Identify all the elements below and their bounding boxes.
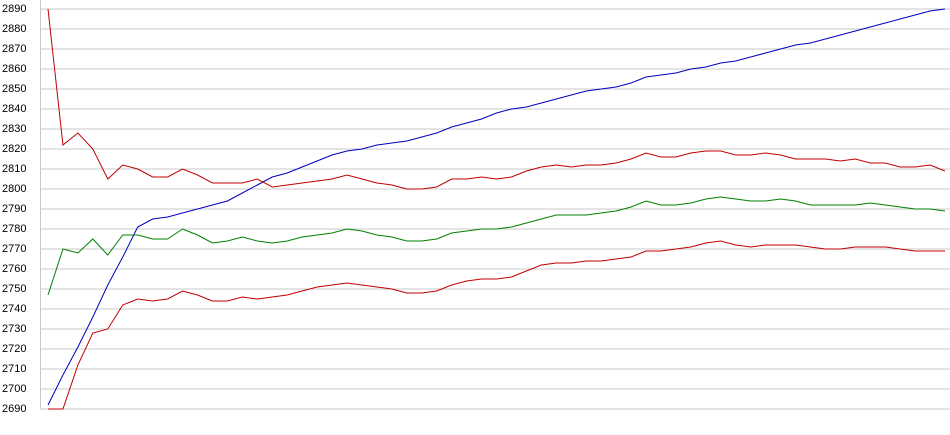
y-tick-label: 2780 (2, 223, 26, 235)
y-tick-label: 2840 (2, 103, 26, 115)
y-tick-label: 2870 (2, 43, 26, 55)
y-tick-label: 2740 (2, 303, 26, 315)
y-tick-label: 2830 (2, 123, 26, 135)
y-tick-label: 2750 (2, 283, 26, 295)
series-line (47, 8, 946, 406)
y-tick-label: 2730 (2, 323, 26, 335)
y-tick-label: 2880 (2, 23, 26, 35)
y-tick-label: 2790 (2, 203, 26, 215)
y-tick-label: 2690 (2, 403, 26, 415)
y-tick-label: 2770 (2, 243, 26, 255)
y-tick-label: 2720 (2, 343, 26, 355)
y-tick-label: 2860 (2, 63, 26, 75)
y-tick-label: 2810 (2, 163, 26, 175)
series-line (48, 240, 945, 410)
y-tick-label: 2850 (2, 83, 26, 95)
y-tick-label: 2700 (2, 383, 26, 395)
y-tick-label: 2710 (2, 363, 26, 375)
y-tick-label: 2760 (2, 263, 26, 275)
y-tick-label: 2890 (2, 3, 26, 15)
y-tick-label: 2800 (2, 183, 26, 195)
y-tick-label: 2820 (2, 143, 26, 155)
series-line (47, 196, 946, 296)
series-line (47, 8, 946, 190)
